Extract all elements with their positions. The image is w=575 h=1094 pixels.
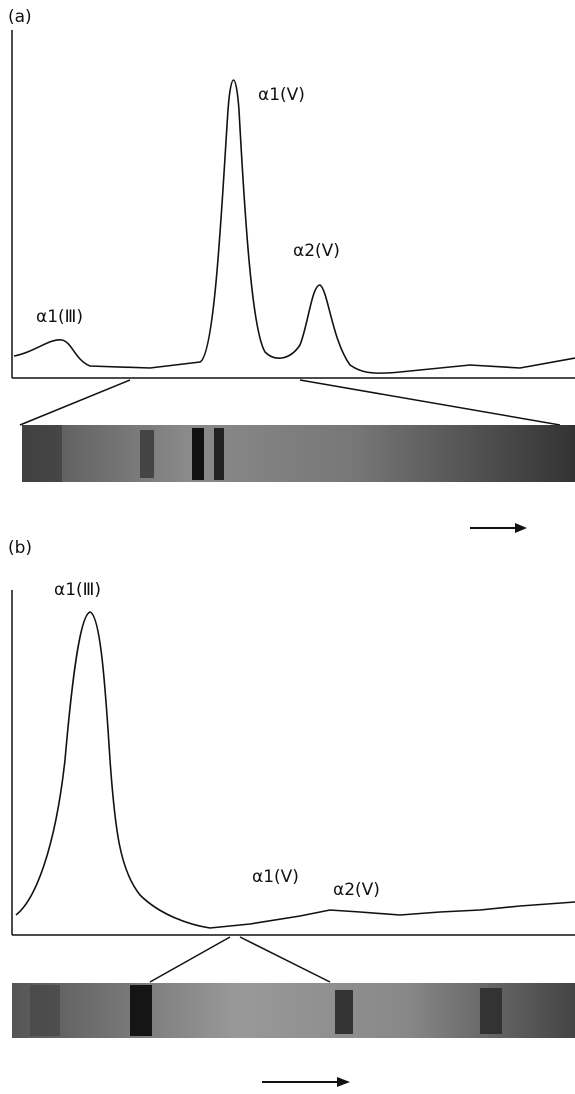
panel-b: (b) α1(Ⅲ) α1(V) α2(V) — [8, 538, 575, 1087]
gel-band — [335, 990, 353, 1034]
gel-band — [192, 428, 204, 480]
gel-smear — [30, 985, 60, 1036]
arrow-head — [515, 523, 527, 533]
panel-label: (b) — [8, 538, 32, 558]
connector — [299, 379, 561, 426]
arrow-head — [337, 1077, 350, 1087]
gel-strip — [22, 425, 575, 482]
peak-label: α2(V) — [293, 241, 340, 261]
gel-smear — [22, 425, 62, 482]
peak-label: α1(V) — [258, 85, 305, 105]
peak-label: α2(V) — [333, 880, 380, 900]
peak-label: α1(Ⅲ) — [54, 580, 101, 600]
connector — [239, 936, 331, 983]
gel-band — [140, 430, 154, 478]
panel-label: (a) — [8, 7, 32, 27]
connector — [19, 379, 131, 426]
gel-band — [214, 428, 224, 480]
gel-band — [480, 988, 502, 1034]
gel-band — [130, 985, 152, 1036]
connector — [149, 936, 231, 983]
peak-label: α1(Ⅲ) — [36, 307, 83, 327]
panel-a: (a) α1(Ⅲ) α1(V) α2(V) — [8, 7, 575, 533]
peak-label: α1(V) — [252, 867, 299, 887]
trace — [13, 79, 575, 374]
trace — [15, 611, 575, 929]
